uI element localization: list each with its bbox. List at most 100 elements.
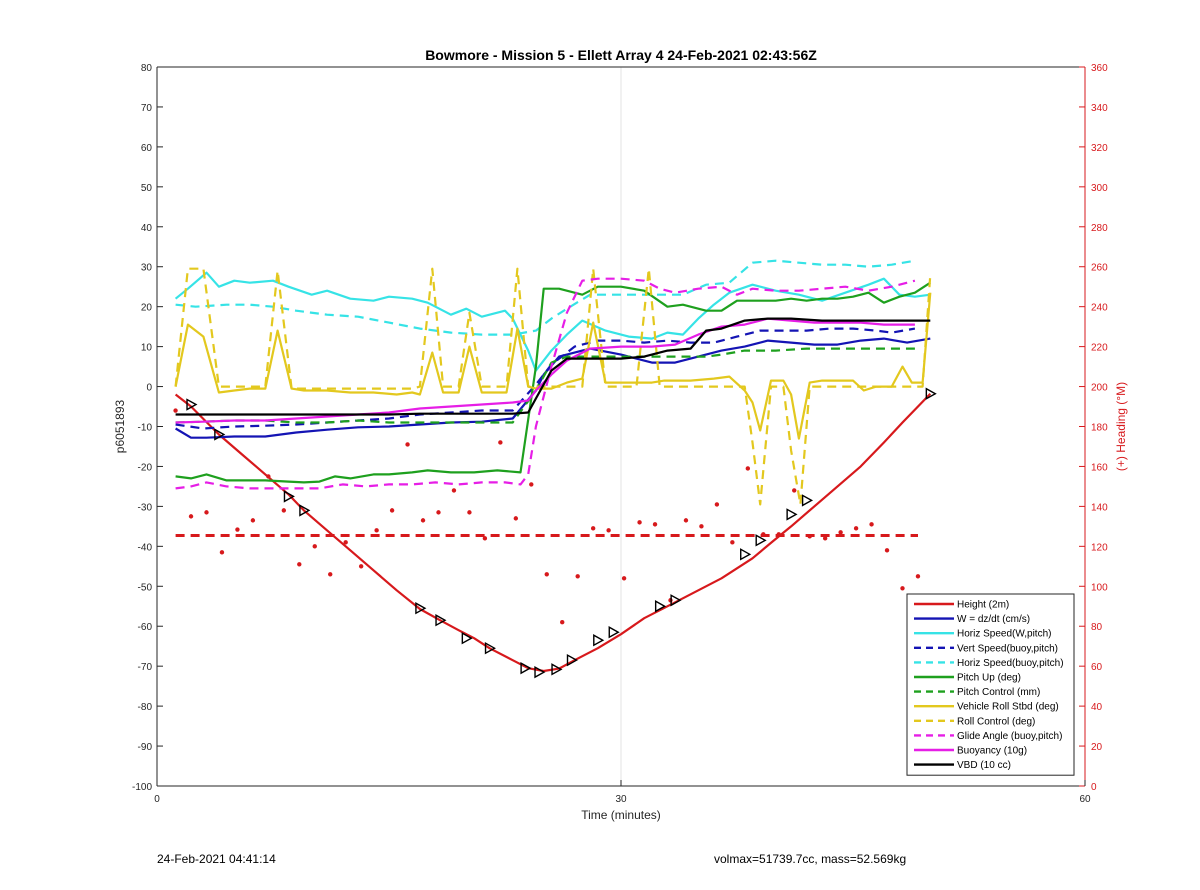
- series-heading-markers-point: [714, 502, 720, 507]
- series-buoyancy-10g-line: [175, 317, 915, 424]
- series-heading-markers-point: [389, 508, 395, 513]
- series-heading-markers-point: [621, 576, 627, 581]
- y-tick-label: 70: [141, 103, 153, 114]
- series-height-markers-point: [484, 642, 496, 655]
- legend-box: [906, 593, 1075, 776]
- y-right-tick-label: 300: [1091, 183, 1108, 194]
- series-heading-markers-point: [838, 530, 843, 535]
- y-tick-label: -90: [138, 742, 153, 753]
- y-right-tick-label: 0: [1091, 782, 1097, 793]
- legend-label: Horiz Speed(W,pitch): [957, 629, 1051, 640]
- series-height-markers-point: [551, 663, 563, 676]
- series-heading-markers-point: [560, 620, 565, 625]
- footer-timestamp: 24-Feb-2021 04:41:14: [157, 852, 276, 866]
- x-axis-label: Time (minutes): [581, 808, 661, 822]
- x-tick-label: 60: [1079, 794, 1091, 805]
- series-roll-control-deg-line: [174, 267, 932, 506]
- x-tick-label: 0: [154, 794, 160, 805]
- series-height-markers-point: [593, 634, 605, 647]
- legend-label: VBD (10 cc): [957, 760, 1011, 771]
- series-pitch-control-mm-line: [175, 347, 915, 424]
- series-heading-markers-point: [297, 562, 302, 567]
- series-height-markers-point: [299, 504, 311, 517]
- series-heading-markers-point: [652, 522, 658, 527]
- series-height-markers-point: [755, 534, 767, 547]
- series-heading-markers-point: [869, 522, 874, 527]
- y-tick-label: -100: [132, 782, 152, 793]
- legend-label: Glide Angle (buoy,pitch): [957, 731, 1062, 742]
- legend-label: Roll Control (deg): [957, 716, 1035, 727]
- series-heading-markers-point: [482, 536, 488, 541]
- y-right-tick-label: 20: [1091, 742, 1103, 753]
- series-glide-angle-buoy-pitch-line: [175, 277, 916, 490]
- series-heading-markers-point: [498, 440, 503, 445]
- series-height-markers-point: [801, 494, 814, 507]
- y-tick-label: -60: [138, 622, 153, 633]
- y-tick-label: 20: [141, 303, 153, 314]
- legend-label: Vert Speed(buoy,pitch): [957, 643, 1058, 654]
- series-vbd-10-cc-line: [175, 317, 931, 416]
- y-tick-label: 50: [141, 183, 153, 194]
- y-tick-label: -10: [138, 423, 153, 434]
- series-heading-markers-point: [606, 528, 611, 533]
- series-height-markers-point: [534, 665, 546, 679]
- series-pitch-up-deg-line: [175, 281, 931, 484]
- legend-label: Height (2m): [957, 600, 1009, 611]
- y-tick-label: 10: [141, 343, 153, 354]
- series-heading-markers-point: [405, 442, 410, 447]
- series-height-markers-point: [786, 508, 798, 521]
- series-heading-markers-point: [544, 572, 549, 577]
- series-height-markers-point: [214, 428, 226, 441]
- y-axis-right-label: (+) Heading (°M): [1114, 382, 1128, 471]
- y-right-tick-label: 200: [1091, 383, 1108, 394]
- y-right-tick-label: 80: [1091, 622, 1103, 633]
- series-height-markers-point: [670, 594, 682, 607]
- y-tick-label: 80: [141, 63, 153, 74]
- series-height-2m-line: [174, 392, 932, 673]
- series-height-markers-point: [461, 632, 473, 645]
- chart-title: Bowmore - Mission 5 - Ellett Array 4 24-…: [425, 47, 817, 63]
- series-heading-markers-point: [745, 466, 751, 471]
- series-heading-markers-point: [792, 488, 797, 493]
- series-w-dz-dt-cm-s-line: [175, 337, 931, 439]
- series-heading-markers-point: [374, 528, 379, 533]
- series-heading-markers-point: [699, 524, 704, 529]
- series-heading-markers-point: [915, 574, 921, 579]
- y-right-tick-label: 340: [1091, 103, 1108, 114]
- series-heading-markers-point: [204, 510, 209, 515]
- series-heading-markers-point: [281, 508, 287, 513]
- y-right-tick-label: 320: [1091, 143, 1108, 154]
- series-height-markers-point: [566, 653, 578, 667]
- series-height-markers-point: [740, 548, 752, 561]
- series-heading-markers-point: [853, 526, 859, 531]
- series-height-markers-point: [186, 398, 198, 411]
- series-heading-markers-point: [513, 516, 519, 521]
- series-heading-markers-point: [235, 527, 240, 532]
- y-tick-label: -20: [138, 462, 153, 473]
- y-tick-label: -30: [138, 502, 153, 513]
- series-heading-markers-point: [451, 488, 457, 493]
- x-tick-label: 30: [615, 794, 627, 805]
- series-horiz-speed-buoy-pitch-line: [175, 259, 916, 336]
- footer-info: volmax=51739.7cc, mass=52.569kg: [714, 852, 907, 866]
- y-tick-label: -40: [138, 542, 153, 553]
- y-tick-label: -50: [138, 582, 153, 593]
- series-heading-markers-point: [884, 548, 890, 553]
- series-heading-markers-point: [312, 544, 317, 549]
- y-axis-label: p6051893: [113, 399, 127, 453]
- series-height-markers-point: [283, 490, 295, 503]
- series-heading-markers-point: [343, 540, 348, 545]
- series-height-markers-point: [435, 614, 447, 627]
- series-heading-markers-point: [173, 408, 178, 413]
- series-height-markers-point: [654, 600, 667, 613]
- y-right-tick-label: 160: [1091, 462, 1108, 473]
- series-height-markers-point: [608, 626, 620, 639]
- series-height-markers-point: [520, 661, 532, 675]
- legend-label: Buoyancy (10g): [957, 746, 1027, 757]
- y-right-tick-label: 140: [1091, 502, 1108, 513]
- series-heading-markers-point: [436, 510, 441, 515]
- legend-label: Vehicle Roll Stbd (deg): [957, 702, 1059, 713]
- y-right-tick-label: 240: [1091, 303, 1108, 314]
